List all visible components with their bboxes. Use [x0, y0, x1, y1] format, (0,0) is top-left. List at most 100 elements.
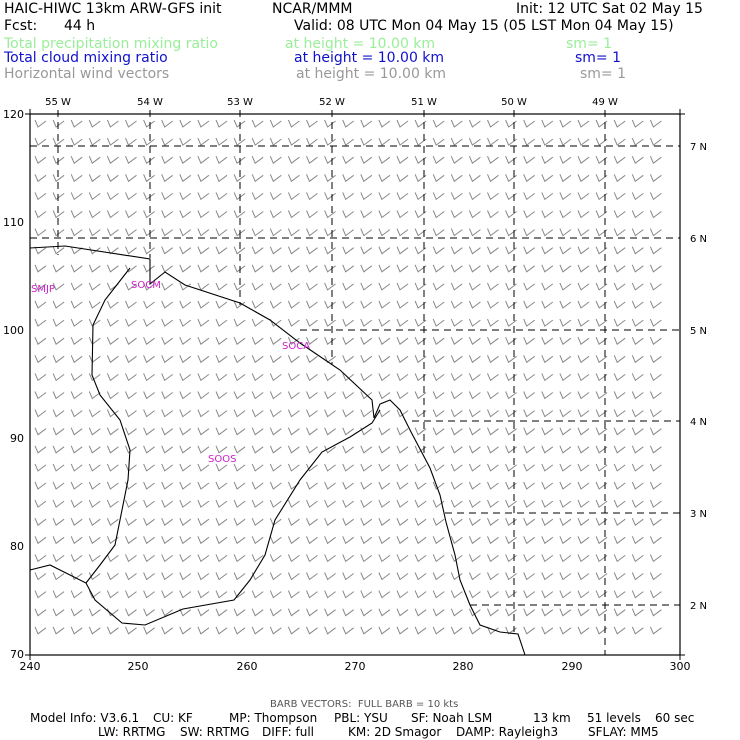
wind-barb [88, 536, 101, 545]
wind-barb [468, 210, 481, 219]
wind-barb [342, 246, 354, 255]
wind-barb [342, 463, 354, 472]
wind-barb [306, 337, 318, 345]
wind-barb [161, 337, 173, 345]
wind-barb [324, 337, 336, 345]
wind-barb [595, 246, 608, 255]
wind-barb [487, 518, 499, 526]
wind-barb [396, 427, 409, 436]
wind-barb [52, 355, 65, 364]
wind-barb [52, 119, 65, 128]
wind-barb [577, 174, 590, 183]
wind-barb [649, 156, 662, 164]
wind-barb [215, 445, 228, 454]
wind-barb [541, 318, 554, 327]
wind-barb [631, 246, 644, 255]
wind-barb [233, 119, 246, 128]
wind-barb [414, 119, 427, 128]
wind-barb [541, 518, 554, 526]
wind-barb [70, 264, 83, 273]
footer-mp: MP: Thompson [229, 711, 318, 725]
wind-barb [396, 282, 409, 291]
wind-barb [125, 300, 137, 309]
wind-barb [324, 554, 336, 563]
footer-km: KM: 2D Smagor [348, 725, 442, 739]
wind-barb [251, 536, 264, 545]
wind-barb [414, 608, 427, 617]
wind-barb [360, 300, 373, 309]
wind-barb [179, 192, 192, 201]
wind-barb [342, 355, 354, 364]
wind-barb [432, 391, 445, 400]
wind-barb [215, 572, 228, 581]
wind-barb [559, 409, 572, 418]
wind-barb [396, 499, 409, 508]
wind-barb [306, 300, 318, 309]
wind-barb [414, 337, 427, 345]
wind-barb [559, 391, 572, 400]
wind-barb [106, 572, 119, 581]
wind-barb [106, 373, 119, 382]
graticule [30, 110, 680, 655]
y-tick-100: 100 [3, 324, 24, 337]
wind-barb [523, 300, 535, 309]
wind-barb [269, 427, 282, 436]
wind-barb [541, 463, 554, 472]
wind-barb [306, 409, 318, 418]
wind-barb [577, 409, 590, 418]
wind-barb [523, 626, 535, 635]
wind-barb [342, 427, 354, 436]
wind-barb [396, 300, 409, 309]
plot-frame [29, 113, 681, 656]
wind-barb [324, 300, 336, 309]
wind-barb [559, 174, 572, 183]
wind-barb [106, 427, 119, 436]
lat-label-2n: 2 N [690, 601, 707, 612]
wind-barb [342, 137, 354, 146]
wind-barb [631, 572, 644, 581]
wind-barb [541, 282, 554, 291]
wind-barb [595, 391, 608, 400]
wind-barb [396, 355, 409, 364]
wind-barb [215, 137, 228, 146]
wind-barb [559, 192, 572, 201]
wind-barb [306, 626, 318, 635]
border-suriname-south [29, 409, 381, 626]
wind-barb [414, 192, 427, 201]
wind-barb [613, 373, 626, 382]
wind-barb [179, 481, 192, 490]
wind-barb [360, 391, 373, 400]
wind-barb [161, 481, 173, 490]
wind-barb [505, 409, 517, 418]
wind-barb [468, 554, 481, 563]
wind-barb [306, 119, 318, 128]
wind-barb [88, 427, 101, 436]
wind-barb [52, 210, 65, 219]
wind-barb [143, 409, 155, 418]
wind-barb [505, 156, 517, 164]
wind-barb [215, 119, 228, 128]
wind-barb [414, 427, 427, 436]
wind-barb [378, 463, 391, 472]
wind-barb [179, 463, 192, 472]
wind-barb [649, 626, 662, 635]
wind-barb [559, 499, 572, 508]
wind-barb [649, 590, 662, 599]
wind-barb [360, 355, 373, 364]
wind-barb [34, 463, 47, 472]
wind-barb [360, 409, 373, 418]
wind-barb [179, 337, 192, 345]
wind-barb [432, 192, 445, 201]
wind-barb [197, 318, 210, 327]
wind-barb [432, 282, 445, 291]
x-tick-250: 250 [128, 660, 149, 673]
wind-barb [487, 427, 499, 436]
wind-barb [324, 590, 336, 599]
wind-barb [306, 445, 318, 454]
wind-barb [577, 536, 590, 545]
wind-barb [523, 264, 535, 273]
wind-barb [649, 391, 662, 400]
wind-barb [631, 590, 644, 599]
wind-barb [179, 119, 192, 128]
wind-barb [324, 518, 336, 526]
